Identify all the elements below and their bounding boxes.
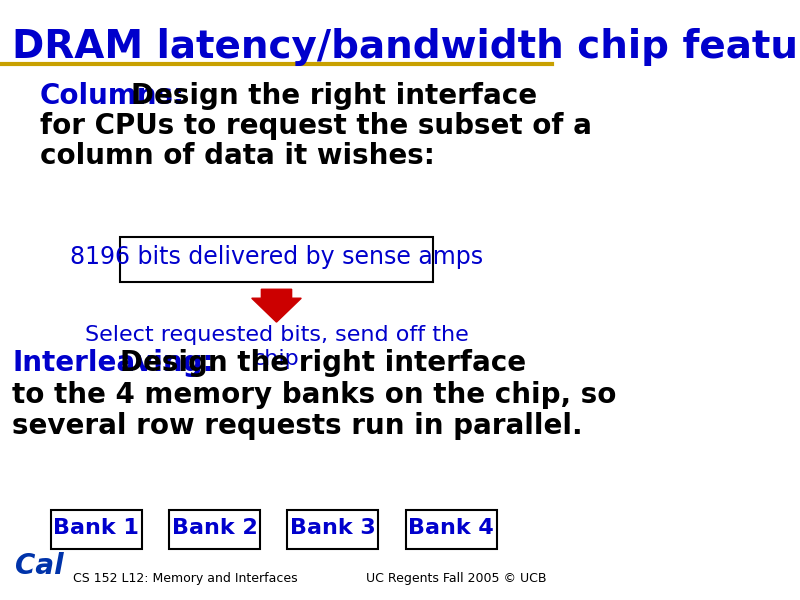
Text: column of data it wishes:: column of data it wishes: bbox=[40, 142, 434, 170]
Text: Bank 2: Bank 2 bbox=[172, 518, 258, 538]
Text: Select requested bits, send off the: Select requested bits, send off the bbox=[85, 325, 468, 345]
Text: 8196 bits delivered by sense amps: 8196 bits delivered by sense amps bbox=[70, 245, 483, 269]
FancyBboxPatch shape bbox=[51, 510, 142, 549]
Text: chip: chip bbox=[253, 349, 300, 369]
Text: Columns:: Columns: bbox=[40, 82, 185, 110]
Text: Bank 3: Bank 3 bbox=[290, 518, 376, 538]
Text: CS 152 L12: Memory and Interfaces: CS 152 L12: Memory and Interfaces bbox=[73, 572, 298, 586]
FancyBboxPatch shape bbox=[169, 510, 260, 549]
Text: DRAM latency/bandwidth chip features: DRAM latency/bandwidth chip features bbox=[12, 28, 800, 66]
Text: Bank 4: Bank 4 bbox=[408, 518, 494, 538]
FancyArrow shape bbox=[252, 289, 302, 322]
Text: UC Regents Fall 2005 © UCB: UC Regents Fall 2005 © UCB bbox=[366, 572, 546, 586]
Text: to the 4 memory banks on the chip, so: to the 4 memory banks on the chip, so bbox=[12, 380, 617, 409]
Text: Bank 1: Bank 1 bbox=[54, 518, 139, 538]
Text: several row requests run in parallel.: several row requests run in parallel. bbox=[12, 412, 583, 440]
Text: Design the right interface: Design the right interface bbox=[120, 349, 526, 377]
FancyBboxPatch shape bbox=[406, 510, 497, 549]
Text: Interleaving:: Interleaving: bbox=[12, 349, 214, 377]
Text: for CPUs to request the subset of a: for CPUs to request the subset of a bbox=[40, 112, 592, 140]
FancyBboxPatch shape bbox=[120, 237, 434, 282]
Text: Cal: Cal bbox=[15, 552, 64, 580]
Text: Design the right interface: Design the right interface bbox=[130, 82, 537, 110]
FancyBboxPatch shape bbox=[287, 510, 378, 549]
